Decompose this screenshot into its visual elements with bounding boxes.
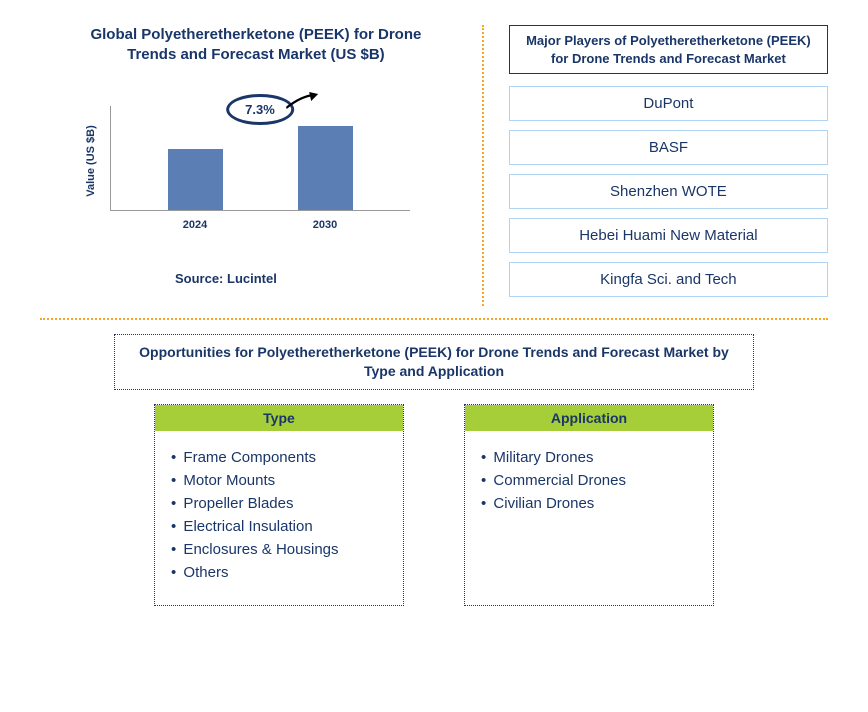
x-tick-label: 2024 [168,219,223,231]
list-item: • Electrical Insulation [171,518,387,535]
horizontal-divider [40,318,828,320]
x-axis-labels: 2024 2030 [110,219,410,231]
source-text: Source: Lucintel [40,271,472,286]
players-list: DuPont BASF Shenzhen WOTE Hebei Huami New M… [509,86,828,297]
list-item: • Civilian Drones [481,495,697,512]
chart-bar [298,126,353,210]
list-item: • Others [171,564,387,581]
growth-annotation: 7.3% [226,94,294,125]
opportunities-columns: Type • Frame Components • Motor Mounts • Pr… [40,404,828,606]
chart-panel: Global Polyetheretherketone (PEEK) for D… [40,25,482,306]
opportunities-title: Opportunities for Polyetheretherketone (… [125,343,743,381]
player-item: Shenzhen WOTE [509,174,828,209]
player-item: BASF [509,130,828,165]
chart-title: Global Polyetheretherketone (PEEK) for D… [76,25,436,66]
list-item: • Propeller Blades [171,495,387,512]
list-item: • Commercial Drones [481,472,697,489]
players-title-box: Major Players of Polyetheretherketone (P… [509,25,828,74]
x-tick-label: 2030 [298,219,353,231]
opportunity-column: Type • Frame Components • Motor Mounts • Pr… [154,404,404,606]
chart-bar [168,149,223,210]
column-header: Type [155,405,403,431]
players-panel: Major Players of Polyetheretherketone (P… [482,25,828,306]
column-body: • Frame Components • Motor Mounts • Propel… [155,431,403,605]
list-item: • Military Drones [481,449,697,466]
list-item: • Enclosures & Housings [171,541,387,558]
column-body: • Military Drones • Commercial Drones • Ci… [465,431,713,601]
list-item: • Motor Mounts [171,472,387,489]
bar-chart: Value (US $B) 7.3% 20242030 [100,86,420,236]
player-item: Kingfa Sci. and Tech [509,262,828,297]
y-axis-label: Value (US $B) [85,125,97,197]
players-title: Major Players of Polyetheretherketone (P… [518,32,819,67]
player-item: Hebei Huami New Material [509,218,828,253]
growth-rate-label: 7.3% [226,94,294,125]
opportunity-column: Application • Military Drones • Commercial… [464,404,714,606]
column-header: Application [465,405,713,431]
arrow-icon [286,92,326,110]
list-item: • Frame Components [171,449,387,466]
opportunities-title-box: Opportunities for Polyetheretherketone (… [114,334,754,390]
player-item: DuPont [509,86,828,121]
